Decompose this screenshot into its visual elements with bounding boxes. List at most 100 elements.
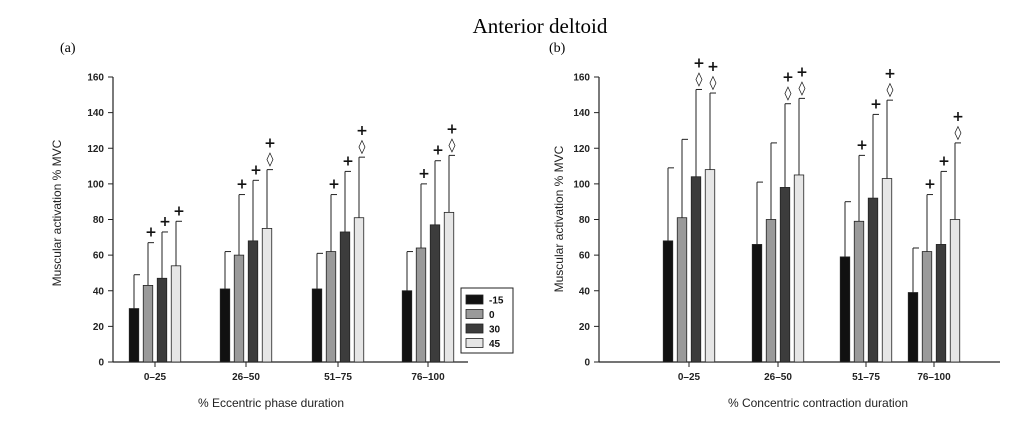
y-tick-label: 160 xyxy=(573,73,590,84)
diamond-marker: ◊ xyxy=(955,125,962,141)
plus-marker: + xyxy=(856,137,868,153)
bar xyxy=(233,254,245,363)
legend-label: -15 xyxy=(489,296,504,307)
plus-marker: + xyxy=(356,123,368,139)
bar xyxy=(219,288,231,363)
bar xyxy=(853,220,865,363)
y-tick-label: 40 xyxy=(579,286,591,297)
plus-marker: + xyxy=(236,177,248,193)
bar xyxy=(907,292,919,363)
plus-marker: + xyxy=(952,109,964,125)
bar xyxy=(765,219,777,363)
legend-swatch xyxy=(465,294,484,305)
bar xyxy=(311,288,323,363)
plus-marker: + xyxy=(782,70,794,86)
y-tick-label: 20 xyxy=(93,322,105,333)
bar xyxy=(662,240,674,363)
legend-label: 30 xyxy=(489,325,501,336)
bar xyxy=(839,256,851,363)
legend-swatch xyxy=(465,323,484,334)
bar xyxy=(751,244,763,363)
legend-label: 0 xyxy=(489,310,495,321)
y-tick-label: 60 xyxy=(93,251,105,262)
x-tick-label: 76–100 xyxy=(411,372,445,383)
panel-label: (b) xyxy=(549,41,566,56)
bar xyxy=(793,174,805,363)
diamond-marker: ◊ xyxy=(887,82,894,98)
plus-marker: + xyxy=(884,66,896,82)
diamond-marker: ◊ xyxy=(799,80,806,96)
figure-title: Anterior deltoid xyxy=(473,14,608,38)
plus-marker: + xyxy=(693,55,705,71)
x-tick-label: 76–100 xyxy=(917,372,951,383)
x-axis-label: % Concentric contraction duration xyxy=(728,396,908,410)
plus-marker: + xyxy=(250,162,262,178)
plus-marker: + xyxy=(173,203,185,219)
plus-marker: + xyxy=(707,59,719,75)
bar xyxy=(247,240,259,363)
bar xyxy=(704,169,716,363)
y-tick-label: 80 xyxy=(93,215,105,226)
x-tick-label: 51–75 xyxy=(324,372,352,383)
y-tick-label: 100 xyxy=(573,179,590,190)
plus-marker: + xyxy=(938,153,950,169)
diamond-marker: ◊ xyxy=(267,152,274,168)
chart-panels: (a) 0 20 40 60 80 100 120 140 160 Muscular activat… xyxy=(50,41,1000,410)
bar xyxy=(935,244,947,363)
plus-marker: + xyxy=(418,166,430,182)
y-tick-label: 120 xyxy=(573,144,590,155)
bar xyxy=(156,277,168,363)
bar xyxy=(881,178,893,363)
chart-panel-b: (b) 0 20 40 60 80 100 120 140 160 Muscular activat… xyxy=(549,41,1000,410)
x-tick-label: 0–25 xyxy=(144,372,167,383)
diamond-marker: ◊ xyxy=(449,137,456,153)
bar xyxy=(429,224,441,363)
bar xyxy=(339,231,351,363)
plus-marker: + xyxy=(328,177,340,193)
plus-marker: + xyxy=(432,143,444,159)
bar xyxy=(443,211,455,363)
legend-swatch xyxy=(465,309,484,319)
legend-swatch xyxy=(465,338,484,348)
bar xyxy=(867,197,879,363)
diamond-marker: ◊ xyxy=(359,139,366,155)
bar xyxy=(415,247,427,363)
diamond-marker: ◊ xyxy=(785,86,792,102)
y-tick-label: 20 xyxy=(579,322,591,333)
y-axis-label: Muscular activation % MVC xyxy=(552,145,566,292)
plus-marker: + xyxy=(145,225,157,241)
bar xyxy=(690,176,702,363)
plus-marker: + xyxy=(159,214,171,230)
y-tick-label: 0 xyxy=(584,358,590,369)
plus-marker: + xyxy=(870,96,882,112)
bar xyxy=(128,308,140,363)
panel-label: (a) xyxy=(60,41,76,56)
bar xyxy=(353,217,365,363)
diamond-marker: ◊ xyxy=(710,75,717,91)
bar xyxy=(779,187,791,363)
legend: -15 0 30 45 xyxy=(460,287,514,354)
y-tick-label: 80 xyxy=(579,215,591,226)
x-tick-label: 0–25 xyxy=(678,372,701,383)
plus-marker: + xyxy=(924,177,936,193)
y-tick-label: 40 xyxy=(93,286,105,297)
plus-marker: + xyxy=(796,64,808,80)
bar xyxy=(949,219,961,363)
x-tick-label: 26–50 xyxy=(764,372,792,383)
x-tick-label: 26–50 xyxy=(232,372,260,383)
plus-marker: + xyxy=(342,153,354,169)
bar xyxy=(261,228,273,363)
y-tick-label: 0 xyxy=(98,358,104,369)
x-tick-label: 51–75 xyxy=(852,372,880,383)
bar xyxy=(921,251,933,363)
bar xyxy=(676,217,688,363)
y-tick-label: 100 xyxy=(87,179,104,190)
bar xyxy=(325,251,337,363)
y-tick-label: 140 xyxy=(573,108,590,119)
diamond-marker: ◊ xyxy=(696,71,703,87)
bar xyxy=(401,290,413,363)
plus-marker: + xyxy=(264,136,276,152)
y-tick-label: 120 xyxy=(87,144,104,155)
bar xyxy=(170,265,182,363)
